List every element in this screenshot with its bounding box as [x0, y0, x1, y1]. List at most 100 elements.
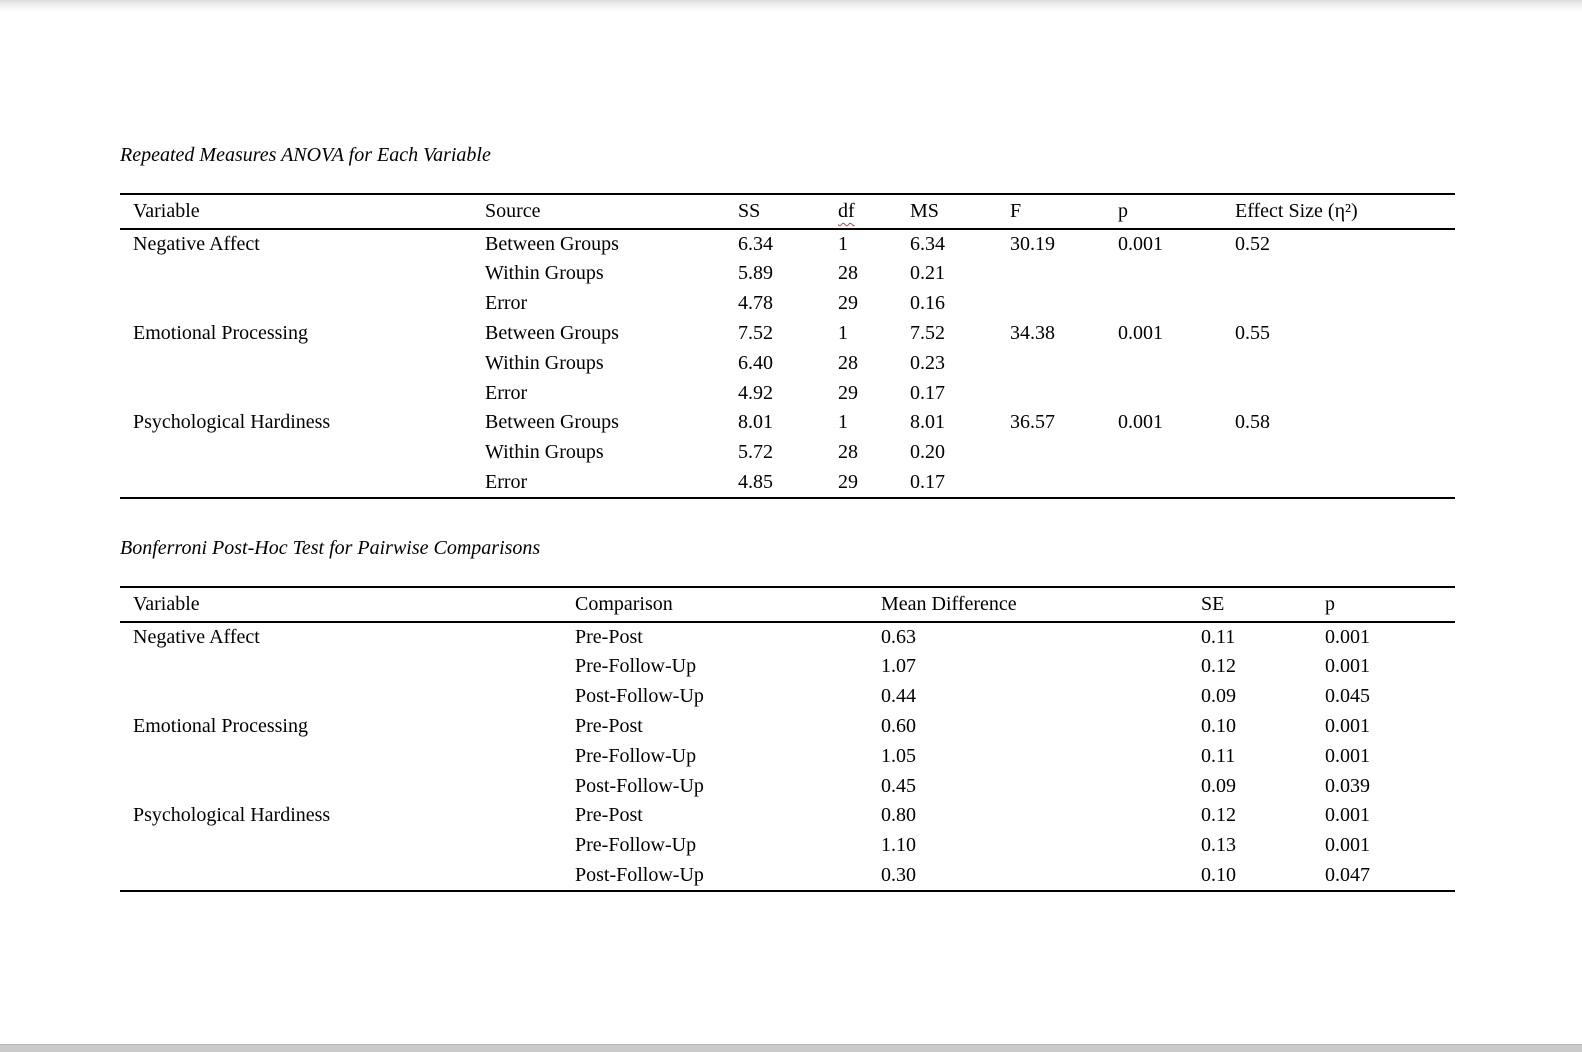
table-cell: 7.52	[910, 321, 945, 344]
table-cell	[1105, 468, 1222, 498]
table-cell: 0.045	[1325, 685, 1370, 708]
table-cell: 1.05	[881, 744, 916, 767]
table-cell: 0.17	[910, 381, 945, 404]
table-row: Error 4.85 29 0.17	[120, 468, 1455, 498]
table-cell: Error	[485, 470, 528, 493]
table-cell: 1.07	[881, 655, 916, 678]
table-cell: 0.80	[881, 804, 916, 827]
table-row: Negative Affect Pre-Post 0.63 0.11 0.001	[120, 622, 1455, 652]
table-cell: Psychological Hardiness	[133, 411, 331, 434]
table-cell	[997, 289, 1105, 319]
column-header-f: F	[1010, 200, 1022, 222]
table-cell: Negative Affect	[133, 233, 260, 255]
table-cell: Psychological Hardiness	[133, 804, 331, 827]
table-cell: 0.001	[1325, 626, 1370, 648]
table-cell: 0.10	[1201, 714, 1236, 737]
table-cell: 0.11	[1201, 626, 1236, 648]
table-cell: 29	[838, 470, 858, 493]
table-cell	[997, 259, 1105, 289]
table-row: Psychological Hardiness Between Groups 8.0…	[120, 408, 1455, 438]
table-cell	[1105, 259, 1222, 289]
table-row: Negative Affect Between Groups 6.34 1 6.34 30…	[120, 229, 1455, 259]
posthoc-table-body: Negative Affect Pre-Post 0.63 0.11 0.001 Pre-…	[120, 622, 1455, 891]
table-cell: Negative Affect	[133, 626, 260, 648]
table-cell: 0.45	[881, 774, 916, 797]
column-header-effect-size: Effect Size (η²)	[1235, 200, 1358, 222]
table-cell: 0.30	[881, 863, 916, 886]
table-cell: 0.09	[1201, 685, 1236, 708]
table-cell: 28	[838, 262, 858, 285]
column-header-p: p	[1325, 593, 1335, 615]
table-cell: Between Groups	[485, 233, 619, 255]
table-cell	[120, 741, 562, 771]
table-cell: 6.34	[910, 233, 945, 255]
table-row: Emotional Processing Between Groups 7.52 1 7…	[120, 319, 1455, 349]
table-cell: 1	[838, 321, 848, 344]
table-cell	[120, 289, 472, 319]
table-cell: 0.60	[881, 714, 916, 737]
table-cell: Pre-Follow-Up	[575, 655, 697, 678]
table-cell: 0.52	[1235, 233, 1270, 255]
table-cell: 0.12	[1201, 804, 1236, 827]
table-cell: 0.047	[1325, 863, 1370, 886]
table-cell: Post-Follow-Up	[575, 863, 704, 886]
table-cell: 5.72	[738, 441, 773, 464]
table-cell: 0.21	[910, 262, 945, 285]
table-cell	[997, 378, 1105, 408]
table-cell	[120, 378, 472, 408]
table-cell	[120, 438, 472, 468]
table-cell: 0.001	[1325, 834, 1370, 857]
table-cell: 1	[838, 233, 848, 255]
anova-table-body: Negative Affect Between Groups 6.34 1 6.34 30…	[120, 229, 1455, 498]
table-cell: 30.19	[1010, 233, 1055, 255]
column-header-df: df	[825, 194, 897, 229]
table-row: Error 4.92 29 0.17	[120, 378, 1455, 408]
table-cell: 4.92	[738, 381, 773, 404]
table-cell: 0.55	[1235, 321, 1270, 344]
page-bottom-edge	[0, 1044, 1582, 1052]
table-cell: 29	[838, 292, 858, 315]
table-cell: 0.001	[1118, 411, 1163, 434]
posthoc-table-title: Bonferroni Post-Hoc Test for Pairwise Co…	[120, 537, 541, 559]
anova-table-title: Repeated Measures ANOVA for Each Variabl…	[120, 144, 491, 166]
table-cell: 0.039	[1325, 774, 1370, 797]
table-cell: Between Groups	[485, 411, 619, 434]
table-cell: 36.57	[1010, 411, 1055, 434]
table-cell: Within Groups	[485, 262, 604, 285]
table-cell: 0.11	[1201, 744, 1236, 767]
table-cell	[1222, 259, 1455, 289]
table-cell	[1222, 438, 1455, 468]
table-cell: 8.01	[738, 411, 773, 434]
table-cell	[997, 348, 1105, 378]
table-row: Pre-Follow-Up 1.05 0.11 0.001	[120, 741, 1455, 771]
table-cell: 28	[838, 441, 858, 464]
table-cell: 28	[838, 351, 858, 374]
table-cell	[120, 861, 562, 891]
table-cell	[997, 468, 1105, 498]
table-row: Within Groups 6.40 28 0.23	[120, 348, 1455, 378]
posthoc-header-row: Variable Comparison Mean Difference SE p	[120, 587, 1455, 622]
table-cell: 0.16	[910, 292, 945, 315]
table-cell	[1105, 438, 1222, 468]
table-cell: 0.001	[1325, 744, 1370, 767]
column-header-ss: SS	[738, 200, 761, 222]
table-cell: Emotional Processing	[133, 714, 308, 737]
table-row: Emotional Processing Pre-Post 0.60 0.10 0.00…	[120, 712, 1455, 742]
table-cell: 6.34	[738, 233, 773, 255]
table-cell: Post-Follow-Up	[575, 774, 704, 797]
table-cell: 0.13	[1201, 834, 1236, 857]
table-cell: 5.89	[738, 262, 773, 285]
column-header-se: SE	[1201, 593, 1225, 615]
table-cell	[1222, 348, 1455, 378]
table-cell	[120, 771, 562, 801]
table-cell: Pre-Post	[575, 626, 643, 648]
table-cell	[1222, 378, 1455, 408]
table-cell: 0.20	[910, 441, 945, 464]
table-row: Error 4.78 29 0.16	[120, 289, 1455, 319]
table-cell: 7.52	[738, 321, 773, 344]
table-cell: 0.001	[1325, 804, 1370, 827]
column-header-mean-difference: Mean Difference	[881, 593, 1017, 615]
table-cell	[1222, 289, 1455, 319]
anova-table: Variable Source SS df MS F p Effect Size…	[120, 193, 1455, 499]
